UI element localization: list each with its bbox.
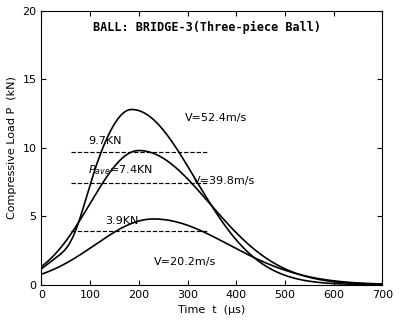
Text: V=52.4m/s: V=52.4m/s bbox=[185, 113, 248, 123]
Text: 3.9KN: 3.9KN bbox=[105, 216, 138, 226]
Y-axis label: Compressive Load P  (kN): Compressive Load P (kN) bbox=[7, 76, 17, 219]
Text: $P_{ave}$=7.4KN: $P_{ave}$=7.4KN bbox=[88, 163, 152, 177]
X-axis label: Time  t  (μs): Time t (μs) bbox=[178, 305, 246, 315]
Text: 9.7KN: 9.7KN bbox=[88, 137, 121, 147]
Text: V=20.2m/s: V=20.2m/s bbox=[154, 257, 216, 267]
Text: V=39.8m/s: V=39.8m/s bbox=[192, 176, 255, 186]
Text: BALL: BRIDGE-3(Three-piece Ball): BALL: BRIDGE-3(Three-piece Ball) bbox=[93, 21, 321, 33]
